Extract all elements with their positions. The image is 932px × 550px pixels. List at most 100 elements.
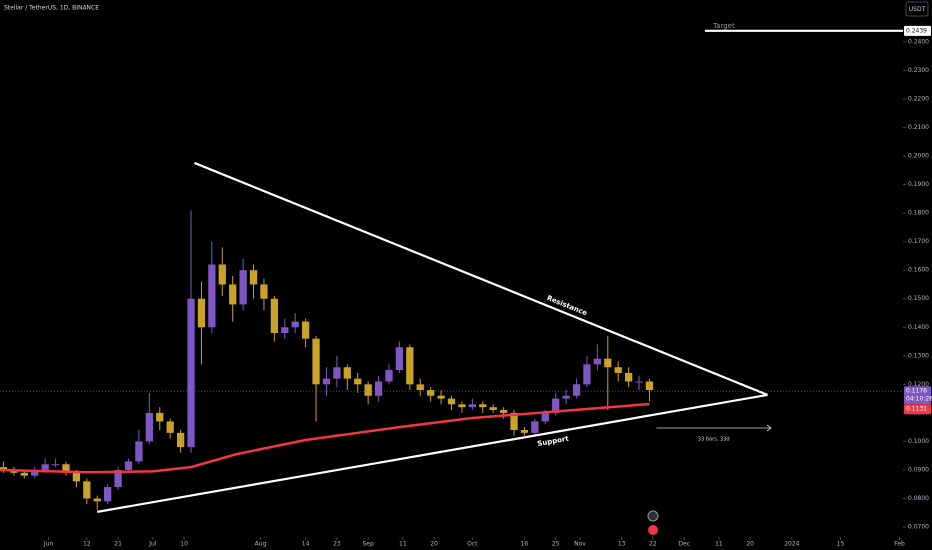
candle-body (374, 381, 383, 396)
y-tick-label: 0.2300 (908, 67, 929, 74)
resistance-line (194, 161, 768, 396)
candle-body (416, 384, 424, 391)
y-tick-label: 0.1600 (908, 267, 929, 274)
candle-body (208, 264, 216, 328)
candle-body (187, 298, 195, 448)
y-tick-label: 0.1800 (908, 210, 929, 217)
candle-body (124, 461, 133, 470)
candle-body (395, 347, 404, 371)
candle-body (83, 481, 91, 499)
candle-body (427, 390, 435, 396)
candle-body (135, 441, 143, 462)
x-tick-label: 20 (430, 541, 438, 548)
x-tick-label: 22 (649, 541, 657, 548)
candle-body (176, 432, 185, 448)
y-tick-label: 0.1200 (908, 381, 929, 388)
x-tick-label: Jul (148, 541, 157, 548)
candle-body (593, 358, 602, 365)
y-tick-label: 0.1300 (908, 352, 929, 359)
candle-body (229, 284, 237, 305)
x-tick-label: Sep (362, 541, 374, 548)
event-icon[interactable] (648, 525, 658, 535)
candle-body (114, 469, 122, 488)
candle-body (31, 469, 39, 476)
candle-body (218, 264, 226, 285)
moving-average (0, 402, 650, 474)
y-tick-label: 0.0700 (908, 524, 929, 531)
candle-body (41, 464, 49, 470)
candle-body (72, 472, 81, 482)
candle-body (145, 412, 153, 442)
x-tick-label: 20 (746, 541, 754, 548)
event-icon[interactable] (647, 510, 659, 522)
candle-body (312, 338, 320, 385)
x-tick-label: 14 (302, 541, 310, 548)
ma-price: 0.1131 (906, 406, 927, 413)
candle-body (572, 384, 581, 396)
y-tick-label: 0.1000 (908, 438, 929, 445)
x-tick-label: 12 (83, 541, 91, 548)
last-price-box (904, 386, 931, 405)
candle-body (0, 467, 8, 470)
y-tick-label: 0.0900 (908, 466, 929, 473)
y-tick-label: 0.1400 (908, 324, 929, 331)
candle-body (51, 464, 60, 466)
candle-body (583, 364, 591, 385)
candle-body (437, 395, 445, 399)
candle-body (562, 395, 570, 399)
ma-price-box (904, 404, 931, 415)
candle-body (645, 381, 654, 391)
candle-body (354, 378, 362, 385)
candle-body (104, 487, 112, 502)
candle-body (552, 398, 560, 413)
measure-arrowhead (766, 424, 772, 432)
candle-body (281, 327, 289, 333)
x-tick-label: 21 (114, 541, 122, 548)
candle-body (156, 412, 164, 422)
candle-body (291, 321, 299, 328)
x-tick-label: 15 (837, 541, 845, 548)
x-tick-label: Aug (255, 541, 267, 548)
currency-box[interactable] (905, 1, 929, 17)
x-tick-label: 16 (521, 541, 529, 548)
candle-body (62, 464, 70, 473)
candle-body (635, 381, 643, 383)
candle-body (541, 412, 549, 422)
candle-body (624, 372, 633, 382)
candle-body (385, 370, 393, 382)
x-tick-label: Nov (574, 541, 586, 548)
y-tick-label: 0.2200 (908, 96, 929, 103)
countdown: 04:10:26 (906, 396, 932, 403)
candle-body (468, 404, 476, 408)
support-line (97, 393, 768, 513)
x-tick-label: 11 (399, 541, 407, 548)
y-tick-label: 0.2000 (908, 153, 929, 160)
y-tick-label: 0.1700 (908, 238, 929, 245)
candle-body (301, 321, 310, 339)
x-tick-label: 10 (180, 541, 188, 548)
candle-body (166, 421, 174, 433)
candle-body (520, 429, 529, 433)
x-tick-label: Dec (678, 541, 690, 548)
measure-label: 33 bars, 33d (698, 437, 730, 443)
candle-body (322, 378, 331, 385)
candle-body (260, 284, 268, 299)
candle-body (333, 367, 341, 379)
currency[interactable]: USDT (909, 6, 926, 13)
candle-body (270, 298, 279, 333)
last-price: 0.1176 (906, 388, 927, 395)
candle-body (343, 367, 351, 379)
candle-body (447, 398, 456, 405)
candle-body (239, 270, 247, 305)
target-label: Target (712, 22, 735, 30)
y-tick-label: 0.1900 (908, 181, 929, 188)
candle-body (458, 404, 466, 408)
x-tick-label: Jun (43, 541, 54, 548)
candle-body (479, 404, 487, 408)
x-tick-label: Oct (467, 541, 478, 548)
candle-body (499, 410, 508, 413)
candle-body (364, 384, 372, 396)
candle-body (406, 347, 414, 385)
candle-body (531, 421, 539, 433)
